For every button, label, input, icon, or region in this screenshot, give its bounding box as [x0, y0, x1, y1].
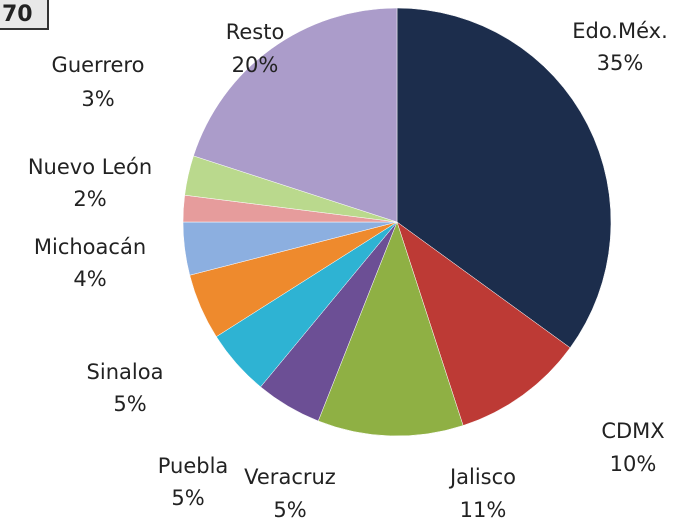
- slice-label: Sinaloa: [87, 360, 164, 384]
- slice-label: Nuevo León: [28, 155, 152, 179]
- slice-label: Veracruz: [244, 465, 336, 489]
- badge-box: [0, 0, 49, 30]
- badge: 70: [2, 2, 33, 27]
- value-label: 11%: [460, 498, 507, 522]
- slice-label: Jalisco: [448, 465, 516, 489]
- slice-label: Puebla: [158, 454, 229, 478]
- value-label: 5%: [273, 498, 306, 522]
- value-label: 3%: [81, 87, 114, 111]
- slice-label: Edo.Méx.: [572, 19, 668, 43]
- slice-label: Michoacán: [34, 235, 146, 259]
- slice-label: CDMX: [601, 419, 664, 443]
- slice-label: Resto: [226, 20, 285, 44]
- value-label: 20%: [232, 53, 279, 77]
- value-label: 4%: [73, 267, 106, 291]
- value-label: 5%: [113, 392, 146, 416]
- pie-slice: [396, 7, 612, 349]
- value-label: 35%: [597, 51, 644, 75]
- slice-label: Guerrero: [52, 53, 145, 77]
- value-label: 2%: [73, 187, 106, 211]
- value-label: 5%: [171, 486, 204, 510]
- pie-slice: [317, 221, 464, 437]
- value-label: 10%: [610, 452, 657, 476]
- pie-slice: [396, 221, 571, 426]
- pie-slice: [193, 7, 398, 223]
